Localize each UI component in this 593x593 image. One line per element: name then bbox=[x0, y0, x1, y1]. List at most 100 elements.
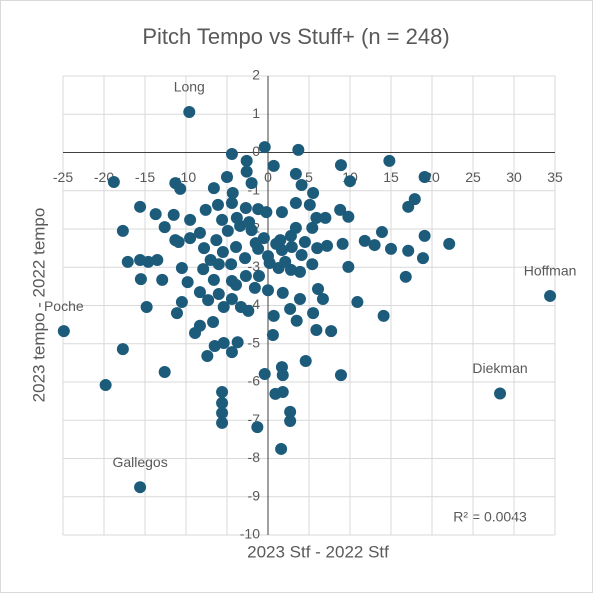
point bbox=[276, 369, 289, 382]
point bbox=[336, 237, 349, 250]
point bbox=[316, 292, 329, 305]
point-label: Gallegos bbox=[112, 454, 167, 470]
x-axis-title: 2023 Stf - 2022 Stf bbox=[247, 542, 389, 561]
point bbox=[284, 302, 297, 315]
point bbox=[193, 226, 206, 239]
point bbox=[295, 179, 308, 192]
point bbox=[293, 292, 306, 305]
x-tick-label: 30 bbox=[506, 169, 522, 185]
point bbox=[325, 325, 338, 338]
point-label: Long bbox=[174, 79, 205, 95]
point bbox=[310, 323, 323, 336]
point bbox=[289, 221, 302, 234]
x-tick-label: -25 bbox=[53, 169, 73, 185]
point bbox=[142, 255, 155, 268]
point bbox=[217, 336, 230, 349]
point bbox=[231, 336, 244, 349]
point bbox=[310, 211, 323, 224]
point bbox=[295, 249, 308, 262]
point bbox=[258, 367, 271, 380]
x-tick-label: -15 bbox=[135, 169, 155, 185]
point bbox=[116, 343, 129, 356]
point bbox=[266, 328, 279, 341]
point-label: Diekman bbox=[472, 360, 527, 376]
point bbox=[225, 275, 238, 288]
point bbox=[276, 286, 289, 299]
point bbox=[267, 309, 280, 322]
point bbox=[299, 354, 312, 367]
point bbox=[134, 200, 147, 213]
point bbox=[216, 406, 229, 419]
point bbox=[225, 196, 238, 209]
point bbox=[418, 170, 431, 183]
point bbox=[216, 245, 229, 258]
point bbox=[242, 304, 255, 317]
point bbox=[116, 224, 129, 237]
point bbox=[311, 242, 324, 255]
point bbox=[272, 262, 285, 275]
point bbox=[351, 296, 364, 309]
point bbox=[252, 270, 265, 283]
point bbox=[334, 369, 347, 382]
x-tick-label: 25 bbox=[465, 169, 481, 185]
point bbox=[342, 260, 355, 273]
y-tick-label: 1 bbox=[252, 105, 260, 121]
point bbox=[321, 239, 334, 252]
point bbox=[184, 232, 197, 245]
point bbox=[416, 252, 429, 265]
point bbox=[334, 159, 347, 172]
y-tick-label: -10 bbox=[240, 526, 260, 542]
point bbox=[358, 234, 371, 247]
point bbox=[303, 198, 316, 211]
point bbox=[207, 315, 220, 328]
point bbox=[251, 421, 264, 434]
point bbox=[201, 349, 214, 362]
point bbox=[306, 258, 319, 271]
point bbox=[249, 237, 262, 250]
point bbox=[184, 213, 197, 226]
point bbox=[240, 165, 253, 178]
point bbox=[494, 387, 507, 400]
point bbox=[402, 200, 415, 213]
point bbox=[226, 187, 239, 200]
point bbox=[240, 154, 253, 167]
point bbox=[418, 229, 431, 242]
point bbox=[307, 307, 320, 320]
point bbox=[385, 242, 397, 255]
point bbox=[284, 415, 297, 428]
point bbox=[175, 262, 188, 275]
x-tick-label: 15 bbox=[383, 169, 399, 185]
point bbox=[217, 301, 230, 314]
point bbox=[319, 211, 332, 224]
point bbox=[140, 301, 153, 314]
point bbox=[239, 201, 252, 214]
point bbox=[216, 385, 229, 398]
point bbox=[334, 203, 347, 216]
point bbox=[239, 252, 252, 265]
point bbox=[306, 221, 319, 234]
point bbox=[230, 211, 243, 224]
point bbox=[216, 213, 229, 226]
point bbox=[197, 263, 210, 276]
y-tick-label: -3 bbox=[248, 258, 261, 274]
point bbox=[158, 221, 171, 234]
y-tick-label: 0 bbox=[252, 143, 260, 159]
point bbox=[275, 442, 288, 455]
point bbox=[225, 346, 238, 359]
point bbox=[170, 307, 183, 320]
point bbox=[151, 253, 164, 266]
point bbox=[198, 242, 211, 255]
point bbox=[344, 175, 356, 188]
point bbox=[284, 263, 297, 276]
point bbox=[181, 276, 194, 289]
point bbox=[183, 105, 196, 118]
point-label: Hoffman bbox=[524, 263, 577, 279]
point bbox=[293, 265, 306, 278]
point bbox=[375, 226, 388, 239]
point bbox=[260, 206, 273, 219]
point bbox=[225, 258, 238, 271]
point bbox=[99, 379, 112, 392]
point bbox=[225, 148, 238, 161]
point bbox=[290, 314, 303, 327]
